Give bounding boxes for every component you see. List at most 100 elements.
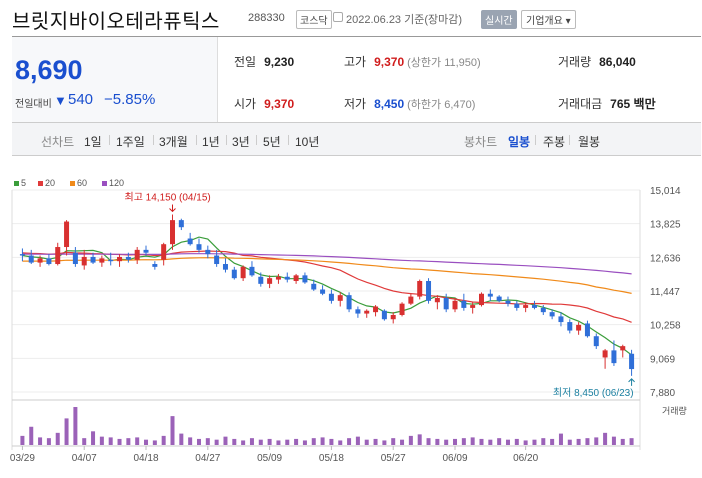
stat-prev-close: 전일 9,230 <box>234 53 294 70</box>
clock-icon <box>333 12 343 22</box>
candle-body <box>523 305 529 308</box>
volume-bar <box>170 416 175 445</box>
volume-bar <box>611 436 616 445</box>
candle-body <box>267 278 273 284</box>
volume-bar <box>453 438 458 445</box>
tab-3y[interactable]: 3년 <box>232 135 250 149</box>
volume-bar <box>320 437 325 445</box>
moving-averages <box>22 236 632 356</box>
divider <box>288 135 289 145</box>
candle-body <box>320 289 326 294</box>
x-tick-label: 04/27 <box>195 453 220 464</box>
candle-body <box>178 220 184 228</box>
candle-body <box>629 353 635 370</box>
candle-body <box>231 269 237 279</box>
candle-body <box>196 244 202 250</box>
tab-monthly[interactable]: 월봉 <box>578 135 601 149</box>
volume-bar <box>417 434 422 445</box>
candle-body <box>487 293 493 297</box>
volume-bar <box>400 439 405 445</box>
candle-body <box>602 350 608 358</box>
divider <box>569 135 570 145</box>
tab-5y[interactable]: 5년 <box>263 135 281 149</box>
stat-label: 거래대금 <box>558 97 603 111</box>
candle-body <box>222 264 228 270</box>
divider <box>226 135 227 145</box>
volume-bar <box>55 432 60 445</box>
volume-bar <box>144 439 149 445</box>
volume-bar <box>620 438 625 445</box>
volume-bar <box>258 439 263 445</box>
company-overview-button[interactable]: 기업개요 ▾ <box>521 10 576 29</box>
candle-body <box>28 255 34 263</box>
volume-bar <box>523 440 528 445</box>
candle-body <box>55 247 61 265</box>
volume-bar <box>91 431 96 445</box>
volume-bar <box>541 438 546 445</box>
stat-value: 86,040 <box>599 55 636 69</box>
volume-bar <box>576 438 581 445</box>
x-tick-label: 06/20 <box>513 453 538 464</box>
candle-body <box>161 244 167 260</box>
divider <box>256 135 257 145</box>
period-tabs: 선차트 1일 1주일 3개월 1년 3년 5년 10년 봉차트 일봉 주봉 월봉 <box>12 122 701 156</box>
candle-body <box>249 266 255 276</box>
x-tick-label: 03/29 <box>10 453 35 464</box>
legend-label: 20 <box>45 178 56 188</box>
candle-body <box>81 256 87 266</box>
volume-bar <box>594 437 599 445</box>
candle-body <box>328 293 334 301</box>
candle-body <box>205 249 211 255</box>
candle-body <box>426 281 432 301</box>
tab-daily[interactable]: 일봉 <box>508 135 531 149</box>
arrow-down-icon <box>169 204 176 213</box>
candle-body <box>567 322 573 331</box>
stat-low: 저가 8,450 (하한가 6,470) <box>344 95 475 112</box>
candle-body <box>443 297 449 310</box>
volume-bar <box>241 440 246 445</box>
volume-bar <box>532 439 537 445</box>
volume-bar <box>382 440 387 445</box>
price-change-percent: −5.85% <box>104 91 156 108</box>
tab-10y[interactable]: 10년 <box>295 135 320 149</box>
volume-bar <box>567 439 572 445</box>
realtime-button[interactable]: 실시간 <box>481 10 517 29</box>
volume-bar <box>461 438 466 445</box>
y-tick-label: 11,447 <box>650 287 680 298</box>
stat-open: 시가 9,370 <box>234 95 294 112</box>
price-summary: 8,690 전일대비 ▼ 540 −5.85% 전일 9,230 고가 9,370(… <box>12 36 701 123</box>
stat-volume: 거래량 86,040 <box>558 53 636 70</box>
divider <box>153 135 154 145</box>
ma120-line <box>22 253 632 275</box>
volume-bar <box>603 432 608 445</box>
y-tick-label: 10,258 <box>650 321 681 332</box>
down-arrow-icon: ▼ <box>54 93 67 108</box>
volume-label: 거래량 <box>662 405 687 416</box>
annotations: 최고 14,150 (04/15) 최저 8,450 (06/23) <box>125 191 635 399</box>
tab-1w[interactable]: 1주일 <box>116 135 145 149</box>
stat-label: 거래량 <box>558 55 592 69</box>
candles <box>19 214 635 376</box>
candle-chart-label: 봉차트 <box>464 135 498 149</box>
tab-3m[interactable]: 3개월 <box>159 135 188 149</box>
candle-body <box>408 296 414 304</box>
tab-1y[interactable]: 1년 <box>202 135 220 149</box>
stock-chart[interactable]: 15,014 13,825 12,636 11,447 10,258 9,069 7,880… <box>0 170 702 478</box>
y-tick-label: 7,880 <box>650 388 675 399</box>
volume-bar <box>161 435 166 445</box>
tab-1d[interactable]: 1일 <box>84 135 102 149</box>
divider <box>196 135 197 145</box>
arrow-up-icon <box>628 378 635 386</box>
legend-ma60: 60 <box>70 178 87 188</box>
stat-value: 8,450 <box>374 97 405 111</box>
tab-weekly[interactable]: 주봉 <box>543 135 566 149</box>
volume-bar <box>550 438 555 445</box>
line-chart-label: 선차트 <box>41 135 75 149</box>
candle-body <box>108 259 114 262</box>
volume-bar <box>117 438 122 445</box>
y-tick-label: 12,636 <box>650 253 681 264</box>
volume-bar <box>311 438 316 445</box>
candle-body <box>479 293 484 306</box>
volume-bar <box>38 437 43 445</box>
candle-body <box>496 296 502 301</box>
